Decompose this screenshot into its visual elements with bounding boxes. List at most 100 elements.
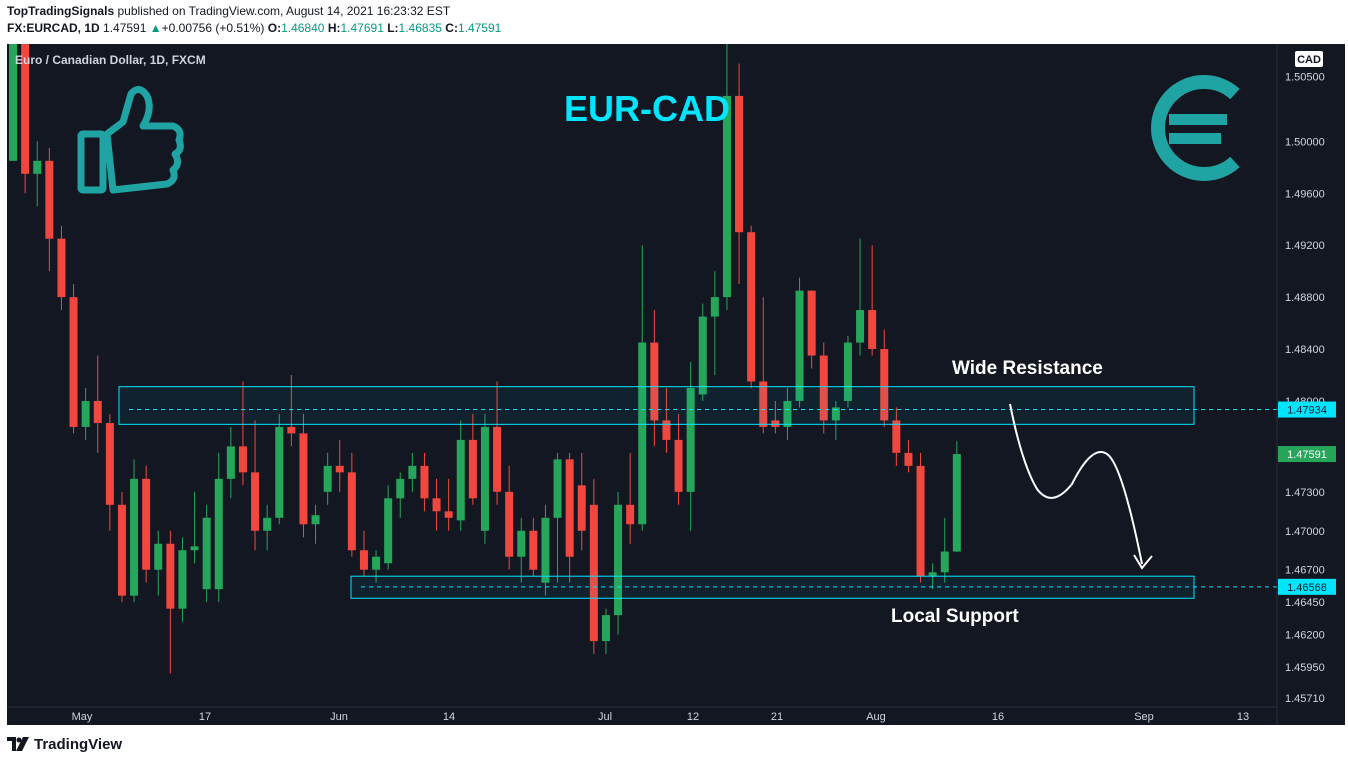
low-value: 1.46835	[398, 21, 442, 35]
candle	[819, 342, 828, 434]
high-value: 1.47691	[340, 21, 384, 35]
time-tick-label: 12	[687, 711, 699, 723]
candle	[335, 439, 344, 492]
candle	[117, 491, 126, 603]
time-tick-label: Jul	[598, 711, 612, 723]
candle	[916, 452, 925, 583]
arrow-head-icon	[1133, 554, 1153, 570]
candle	[650, 310, 659, 447]
candle-body	[674, 439, 683, 492]
time-tick-label: 14	[443, 711, 455, 723]
candle	[166, 530, 175, 674]
candle-body	[493, 426, 502, 492]
candle-body	[299, 433, 308, 525]
candle	[904, 439, 913, 473]
candle	[323, 452, 332, 505]
low-label: L:	[387, 21, 399, 35]
candle-body	[81, 400, 90, 427]
candle	[759, 297, 768, 434]
candle	[480, 413, 489, 544]
candle-body	[335, 465, 344, 473]
price-tick-label: 1.48400	[1285, 344, 1325, 356]
candle-body	[795, 290, 804, 401]
candle	[517, 517, 526, 583]
candle	[795, 277, 804, 408]
candle-body	[904, 452, 913, 466]
candle-body	[880, 349, 889, 421]
candle-body	[69, 297, 78, 427]
price-tick-label: 1.48800	[1285, 292, 1325, 304]
price-tick-label: 1.47300	[1285, 487, 1325, 499]
candle	[202, 504, 211, 603]
close-value: 1.47591	[457, 21, 502, 35]
candle-body	[589, 504, 598, 642]
last-price: 1.47591	[103, 21, 147, 35]
candle	[589, 478, 598, 655]
candle	[553, 452, 562, 583]
candle-body	[311, 515, 320, 525]
time-axis: May 17 Jun 14 Jul 12 21 Aug 16 Sep 13	[7, 706, 1277, 723]
candle-body	[722, 95, 731, 298]
candle	[662, 387, 671, 453]
candle-body	[928, 572, 937, 577]
candle	[856, 238, 865, 356]
candle-body	[698, 316, 707, 395]
candle	[275, 413, 284, 525]
candle-body	[662, 420, 671, 440]
candle-body	[444, 511, 453, 518]
decorations-layer: Euro / Canadian Dollar, 1D, FXCM EUR-CAD…	[15, 53, 1240, 627]
candle-body	[45, 160, 54, 239]
time-tick-label: 21	[771, 711, 783, 723]
candle-body	[105, 423, 114, 505]
candle	[408, 452, 417, 492]
price-axis: CAD 1.50500 1.50000 1.49600 1.49200 1.48800 1…	[1276, 44, 1336, 725]
price-label-box	[1278, 401, 1336, 418]
resistance-label: Wide Resistance	[952, 358, 1103, 379]
candle	[93, 355, 102, 453]
price-label-text: 1.47591	[1287, 449, 1327, 461]
price-tick-label: 1.47000	[1285, 526, 1325, 538]
price-tick-label: 1.45950	[1285, 662, 1325, 674]
candle-body	[166, 543, 175, 609]
candle	[444, 478, 453, 531]
symbol-title: Euro / Canadian Dollar, 1D, FXCM	[15, 53, 206, 67]
candle	[105, 413, 114, 531]
publish-text: published on TradingView.com, August 14,…	[117, 4, 451, 18]
candle-body	[916, 465, 925, 577]
open-label: O:	[267, 21, 282, 35]
candle	[238, 381, 247, 486]
candle-body	[93, 400, 102, 424]
candle	[178, 537, 187, 622]
support-label: Local Support	[891, 606, 1019, 627]
price-tick-label: 1.50500	[1285, 71, 1325, 83]
candle	[940, 517, 949, 583]
candle	[81, 387, 90, 440]
chart-frame[interactable]: Euro / Canadian Dollar, 1D, FXCM EUR-CAD…	[7, 44, 1345, 725]
candle	[347, 452, 356, 557]
time-tick-label: Jun	[330, 711, 348, 723]
zones-layer	[118, 386, 1277, 599]
tradingview-logo[interactable]: TradingView	[7, 734, 122, 754]
candle	[952, 441, 961, 553]
forecast-arrow	[1009, 403, 1143, 565]
thumbs-up-icon	[77, 86, 184, 194]
candle	[57, 225, 66, 311]
candle-body	[856, 310, 865, 343]
candle	[892, 407, 901, 466]
candle	[214, 452, 223, 603]
ohlc-line: FX:EURCAD, 1D 1.47591 ▲+0.00756 (+0.51%)…	[7, 21, 501, 35]
candle-body	[771, 420, 780, 427]
candle-body	[359, 550, 368, 570]
candle-body	[432, 498, 441, 512]
candlestick-chart[interactable]: Euro / Canadian Dollar, 1D, FXCM EUR-CAD…	[7, 44, 1345, 725]
candle-body	[275, 426, 284, 518]
candle-body	[843, 342, 852, 401]
candle	[807, 290, 816, 369]
currency-badge	[1295, 51, 1323, 67]
candle-body	[178, 550, 187, 609]
candle	[698, 303, 707, 401]
candle	[21, 44, 30, 194]
candle	[251, 420, 260, 551]
candle	[493, 381, 502, 505]
price-change: +0.00756 (+0.51%)	[161, 21, 265, 35]
